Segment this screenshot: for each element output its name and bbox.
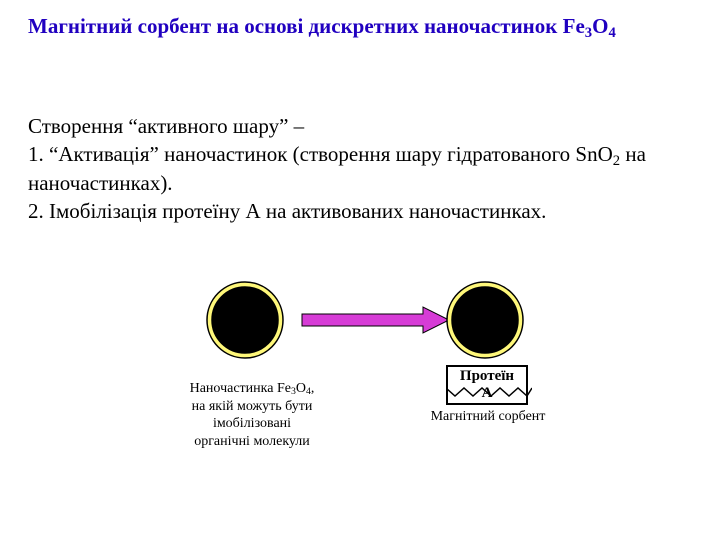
title-text-prefix: Магнітний сорбент на основі дискретних н… xyxy=(28,14,585,38)
cap-left-l2: на якій можуть бути xyxy=(192,399,313,414)
title-sub1: 3 xyxy=(585,25,592,41)
caption-right: Магнітний сорбент xyxy=(418,408,558,426)
zigzag-edge xyxy=(446,387,532,399)
cap-left-sub1: 3 xyxy=(291,386,296,397)
cap-left-sub2: 4 xyxy=(306,386,311,397)
title-text-mid: O xyxy=(592,14,608,38)
diagram: Протеїн А Наночастинка Fe3O4, на якій мо… xyxy=(0,280,720,540)
nanoparticle-left xyxy=(204,279,286,361)
cap-left-l1a: Наночастинка Fe xyxy=(190,381,291,396)
title-sub2: 4 xyxy=(608,25,615,41)
cap-right-text: Магнітний сорбент xyxy=(431,409,546,424)
arrow-icon xyxy=(300,303,455,337)
cap-left-l1b: O xyxy=(296,381,306,396)
cap-left-l1c: , xyxy=(311,381,315,396)
body-line3: 2. Імобілізація протеїну А на активовани… xyxy=(28,197,692,225)
body-line2-sub: 2 xyxy=(613,153,620,169)
nanoparticle-right xyxy=(444,279,526,361)
body-line1: Створення “активного шару” – xyxy=(28,112,692,140)
slide-title: Магнітний сорбент на основі дискретних н… xyxy=(28,14,700,39)
body-line2a: 1. “Активація” наночастинок (створення ш… xyxy=(28,142,613,166)
caption-left: Наночастинка Fe3O4, на якій можуть бути … xyxy=(172,380,332,450)
body-line2: 1. “Активація” наночастинок (створення ш… xyxy=(28,140,692,197)
cap-left-l4: органічні молекули xyxy=(194,434,310,449)
protein-a-label: Протеїн А xyxy=(446,365,528,405)
cap-left-l3: імобілізовані xyxy=(213,416,291,431)
body-text: Створення “активного шару” – 1. “Активац… xyxy=(28,112,692,225)
